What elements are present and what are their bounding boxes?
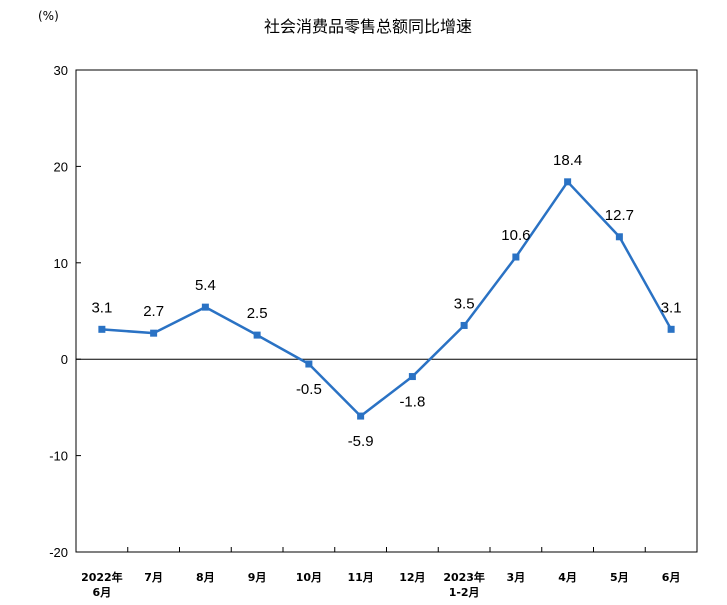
data-label: 10.6 — [501, 227, 530, 244]
x-tick-label: 5月 — [610, 571, 629, 584]
data-label: 3.1 — [91, 299, 112, 316]
y-tick-label: -20 — [49, 545, 68, 560]
y-tick-label: 20 — [54, 159, 68, 174]
y-axis: -20 -10 0 10 20 30 — [49, 63, 81, 560]
y-tick-label: 10 — [54, 256, 68, 271]
data-point — [98, 325, 106, 333]
data-label: 18.4 — [553, 152, 582, 169]
data-label: -0.5 — [296, 381, 322, 398]
y-tick-label: 30 — [54, 63, 68, 78]
data-label: 3.5 — [454, 295, 475, 312]
data-label: 2.5 — [247, 305, 268, 322]
data-label: 12.7 — [605, 207, 634, 224]
x-tick-label: 6月 — [93, 586, 112, 599]
chart-title: 社会消费品零售总额同比增速 — [264, 17, 472, 36]
data-label: -5.9 — [348, 433, 374, 450]
x-tick-label: 8月 — [196, 571, 215, 584]
x-tick-label: 9月 — [248, 571, 267, 584]
data-label: 5.4 — [195, 277, 216, 294]
data-point — [615, 233, 623, 241]
data-point — [305, 360, 313, 368]
data-point — [201, 303, 209, 311]
data-point — [150, 329, 158, 337]
x-tick-label: 7月 — [144, 571, 163, 584]
y-tick-label: -10 — [49, 449, 68, 464]
x-tick-label: 2023年 — [443, 570, 485, 584]
plot-area — [75, 69, 698, 553]
x-tick-label: 3月 — [507, 571, 526, 584]
data-point — [253, 331, 261, 339]
data-point — [408, 373, 416, 381]
data-point — [357, 412, 365, 420]
x-tick-label: 4月 — [558, 571, 577, 584]
data-point — [667, 325, 675, 333]
series-markers — [98, 178, 675, 420]
data-point — [564, 178, 572, 186]
x-tick-label: 12月 — [399, 571, 425, 584]
x-tick-label: 2022年 — [81, 570, 123, 584]
data-label: 3.1 — [661, 299, 682, 316]
y-tick-label: 0 — [61, 352, 68, 367]
data-label: 2.7 — [143, 303, 164, 320]
data-label: -1.8 — [399, 394, 425, 411]
data-labels: 3.1 2.7 5.4 2.5 -0.5 -5.9 -1.8 3.5 10.6 18.4 12.7 3… — [91, 152, 681, 450]
x-tick-label: 11月 — [347, 571, 373, 584]
x-tick-label: 6月 — [662, 571, 681, 584]
x-tick-label: 10月 — [296, 571, 322, 584]
series-line — [101, 180, 673, 418]
x-tick-label: 1-2月 — [449, 586, 480, 599]
data-point — [512, 253, 520, 261]
data-point — [460, 321, 468, 329]
x-axis: 2022年 6月 7月 8月 9月 10月 11月 12月 2023年 1-2月 3月 4月 5月 6月 — [75, 547, 698, 599]
y-axis-unit: (%) — [38, 9, 59, 23]
